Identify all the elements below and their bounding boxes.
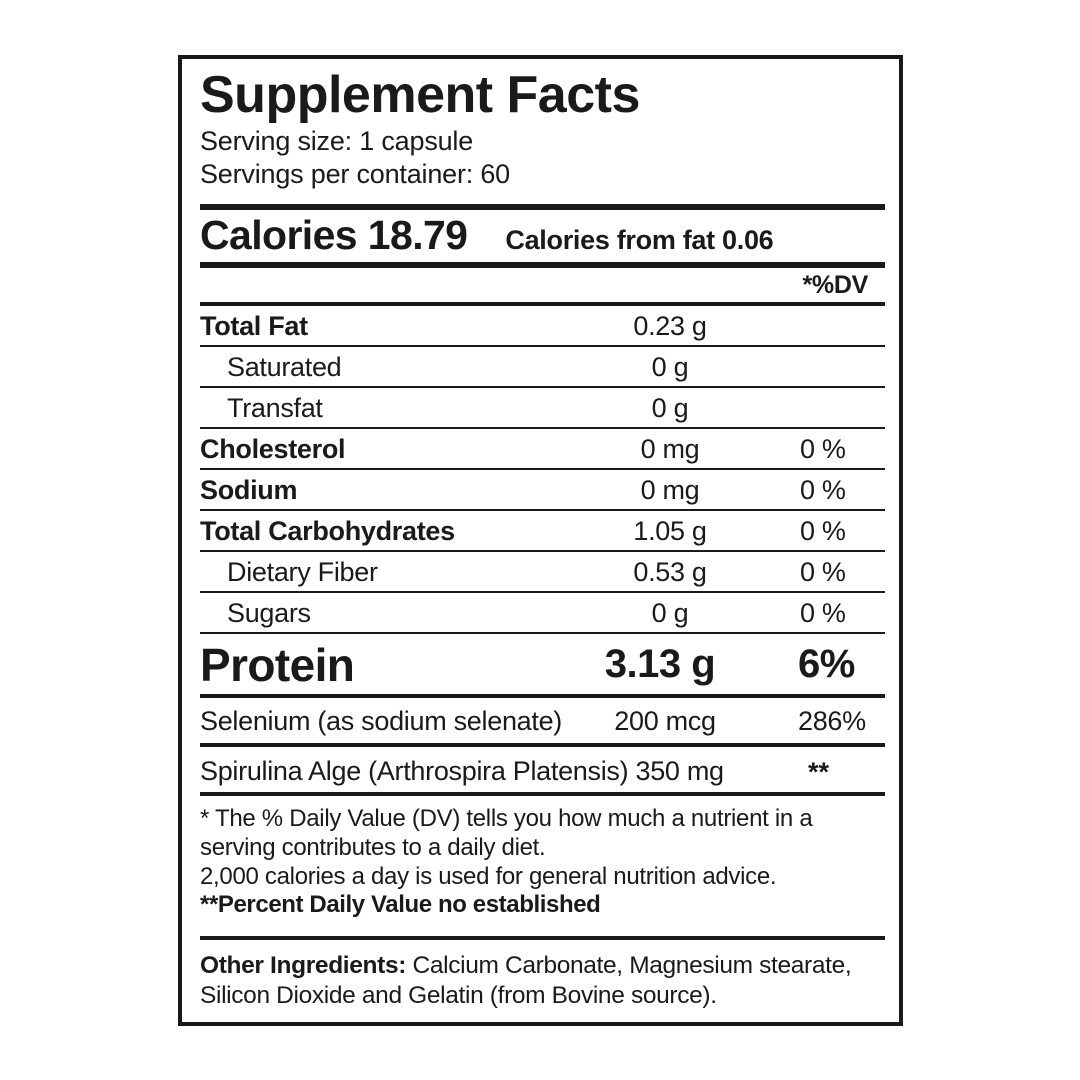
table-row-protein: Protein 3.13 g 6% bbox=[200, 634, 885, 694]
nutrient-amount: 0 mg bbox=[640, 475, 700, 506]
rule-above-calories bbox=[200, 204, 885, 211]
row-divider bbox=[200, 591, 885, 594]
other-ingredients-text: Calcium Carbonate, Magnesium stearate, S… bbox=[200, 952, 852, 1010]
protein-name: Protein bbox=[200, 639, 355, 692]
calories-from-fat-value: Calories from fat 0.06 bbox=[505, 225, 774, 256]
footnote-line-3: 2,000 calories a day is used for general… bbox=[200, 862, 777, 890]
row-divider bbox=[200, 550, 885, 553]
nutrient-dv: 0 % bbox=[800, 434, 846, 465]
selenium-amount: 200 mcg bbox=[614, 706, 716, 737]
calories-row: Calories 18.79 Calories from fat 0.06 bbox=[200, 210, 885, 262]
nutrient-amount: 1.05 g bbox=[633, 516, 707, 547]
row-divider bbox=[200, 468, 885, 471]
table-row-spirulina: Spirulina Alge (Arthrospira Platensis) 3… bbox=[200, 747, 885, 792]
table-row: Saturated 0 g bbox=[200, 347, 885, 386]
table-row: Total Fat 0.23 g bbox=[200, 306, 885, 345]
nutrient-name: Cholesterol bbox=[200, 434, 346, 465]
footnotes: * The % Daily Value (DV) tells you how m… bbox=[200, 796, 885, 920]
footnote-line-1: * The % Daily Value (DV) tells you how m… bbox=[200, 805, 813, 833]
supplement-facts-panel: Supplement Facts Serving size: 1 capsule… bbox=[178, 55, 903, 1026]
table-row: Total Carbohydrates 1.05 g 0 % bbox=[200, 511, 885, 550]
supplement-facts-content: Supplement Facts Serving size: 1 capsule… bbox=[200, 67, 885, 1011]
nutrient-name: Transfat bbox=[227, 393, 323, 424]
nutrient-dv: 0 % bbox=[800, 598, 846, 629]
serving-size-line: Serving size: 1 capsule bbox=[200, 126, 474, 157]
rule-below-calories bbox=[200, 262, 885, 269]
nutrient-amount: 0 mg bbox=[640, 434, 700, 465]
nutrient-dv: 0 % bbox=[800, 557, 846, 588]
rule-below-dv-header bbox=[200, 302, 885, 307]
nutrient-name: Sodium bbox=[200, 475, 298, 506]
nutrient-name: Sugars bbox=[227, 598, 311, 629]
rule-below-spirulina bbox=[200, 792, 885, 797]
rule-below-protein bbox=[200, 694, 885, 699]
daily-value-header: *%DV bbox=[802, 271, 869, 300]
table-row: Sodium 0 mg 0 % bbox=[200, 470, 885, 509]
table-row: Transfat 0 g bbox=[200, 388, 885, 427]
nutrient-name: Total Carbohydrates bbox=[200, 516, 455, 547]
servings-per-container-line: Servings per container: 60 bbox=[200, 159, 510, 190]
other-ingredients-heading: Other Ingredients: bbox=[200, 952, 407, 980]
calories-value: Calories 18.79 bbox=[200, 212, 468, 259]
nutrient-amount: 0.23 g bbox=[633, 311, 707, 342]
nutrient-amount: 0.53 g bbox=[633, 557, 707, 588]
protein-amount: 3.13 g bbox=[604, 642, 716, 687]
row-divider bbox=[200, 632, 885, 635]
nutrient-name: Total Fat bbox=[200, 311, 308, 342]
selenium-dv: 286% bbox=[798, 706, 866, 737]
nutrient-rows: Total Fat 0.23 g Saturated 0 g Transfat … bbox=[200, 306, 885, 635]
spirulina-dv: ** bbox=[808, 757, 830, 788]
nutrient-amount: 0 g bbox=[651, 598, 689, 629]
page-title: Supplement Facts bbox=[200, 66, 640, 124]
nutrient-amount: 0 g bbox=[651, 393, 689, 424]
nutrient-dv: 0 % bbox=[800, 475, 846, 506]
row-divider bbox=[200, 345, 885, 348]
rule-above-other-ingredients bbox=[200, 936, 885, 941]
table-row-selenium: Selenium (as sodium selenate) 200 mcg 28… bbox=[200, 698, 885, 743]
nutrient-amount: 0 g bbox=[651, 352, 689, 383]
row-divider bbox=[200, 427, 885, 430]
nutrient-name: Saturated bbox=[227, 352, 342, 383]
rule-below-selenium bbox=[200, 743, 885, 748]
table-row: Cholesterol 0 mg 0 % bbox=[200, 429, 885, 468]
footnote-line-2: serving contributes to a daily diet. bbox=[200, 833, 546, 861]
other-ingredients: Other Ingredients: Calcium Carbonate, Ma… bbox=[200, 940, 885, 1011]
footnote-line-4: **Percent Daily Value no established bbox=[200, 891, 601, 919]
selenium-name: Selenium (as sodium selenate) bbox=[200, 706, 562, 737]
spirulina-name: Spirulina Alge (Arthrospira Platensis) 3… bbox=[200, 756, 724, 787]
row-divider bbox=[200, 386, 885, 389]
table-row: Dietary Fiber 0.53 g 0 % bbox=[200, 552, 885, 591]
row-divider bbox=[200, 509, 885, 512]
nutrient-dv: 0 % bbox=[800, 516, 846, 547]
table-row: Sugars 0 g 0 % bbox=[200, 593, 885, 632]
nutrient-name: Dietary Fiber bbox=[227, 557, 378, 588]
protein-dv: 6% bbox=[798, 642, 855, 687]
